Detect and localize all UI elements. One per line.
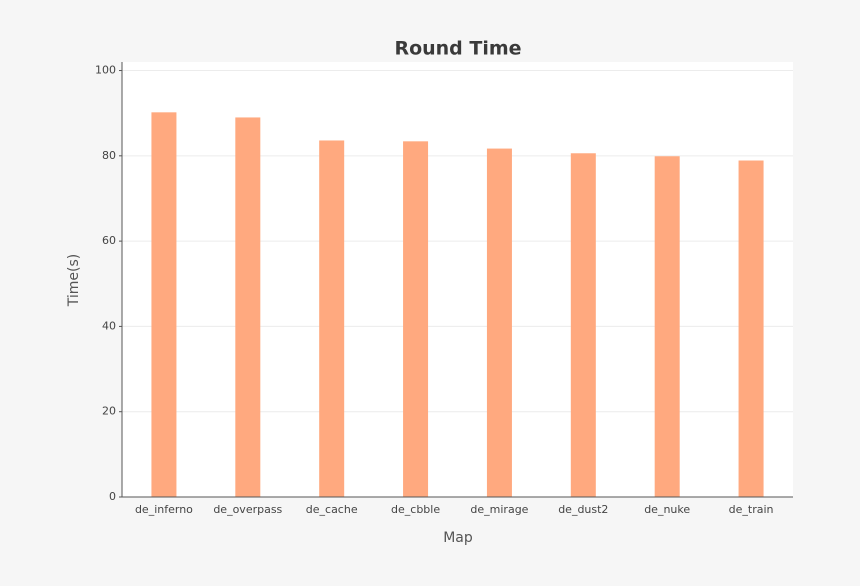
x-tick-label: de_overpass (213, 503, 282, 516)
y-axis-label: Time(s) (66, 254, 82, 307)
x-tick-label: de_cbble (391, 503, 440, 516)
bar (570, 153, 596, 497)
bar (654, 156, 680, 497)
y-tick-label: 20 (102, 405, 116, 418)
chart-title: Round Time (394, 38, 521, 60)
y-tick-label: 40 (102, 319, 116, 332)
bar (235, 117, 261, 498)
y-tick-label: 100 (95, 64, 116, 77)
y-tick-label: 80 (102, 149, 116, 162)
bar (319, 140, 345, 497)
bar (403, 141, 429, 497)
x-tick-label: de_mirage (470, 503, 528, 516)
x-tick-label: de_nuke (644, 503, 690, 516)
bar (151, 112, 177, 497)
bar (486, 148, 512, 497)
x-tick-label: de_dust2 (558, 503, 608, 516)
x-tick-label: de_train (729, 503, 774, 516)
bar (738, 160, 764, 497)
x-tick-label: de_cache (306, 503, 358, 516)
y-tick-label: 60 (102, 234, 116, 247)
plot-area (122, 62, 793, 497)
y-tick-label: 0 (109, 490, 116, 503)
x-tick-label: de_inferno (135, 503, 193, 516)
x-axis-label: Map (443, 530, 473, 546)
